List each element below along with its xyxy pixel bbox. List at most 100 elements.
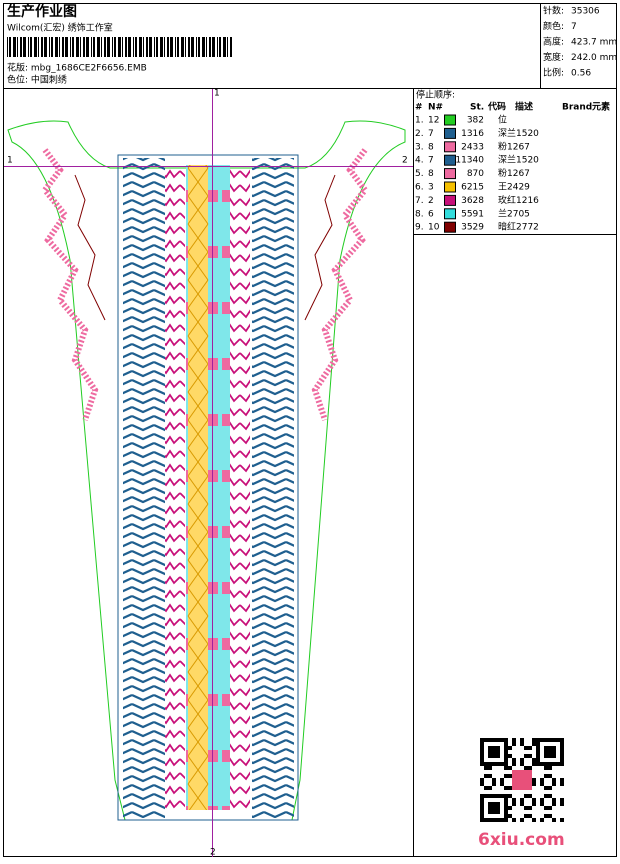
bar [41, 37, 43, 57]
qr-module [480, 750, 484, 754]
bar [83, 37, 85, 57]
qr-module [484, 766, 488, 770]
qr-module [480, 798, 484, 802]
qr-module [548, 738, 552, 742]
stat-value: 423.7 mm [571, 38, 617, 48]
qr-module [560, 750, 564, 754]
qr-module [492, 802, 496, 806]
color-swatch [444, 141, 456, 153]
qr-module [540, 762, 544, 766]
bar [112, 37, 113, 57]
qr-module [500, 762, 504, 766]
qr-module [512, 798, 516, 802]
company: Wilcom(汇宏) 绣饰工作室 [7, 22, 113, 34]
qr-module [480, 758, 484, 762]
row-number: 7. [415, 196, 424, 206]
needle: 12 [428, 116, 439, 126]
qr-module [512, 802, 516, 806]
qr-module [504, 766, 508, 770]
qr-module [560, 746, 564, 750]
bar [154, 37, 155, 57]
qr-module [492, 782, 496, 786]
description: 位 [498, 114, 507, 126]
description: 粉1267 [498, 140, 530, 152]
qr-module [496, 746, 500, 750]
row-number: 4. [415, 156, 424, 166]
stitch-darkred [74, 174, 106, 321]
bar [118, 37, 121, 57]
qr-module [484, 774, 488, 778]
qr-module [500, 794, 504, 798]
qr-module [540, 802, 544, 806]
sequence-table: # N# St. 代码 描述 Brand 元素1. 12 382 位2. 7 1316 深兰15203.… [415, 101, 610, 233]
needle: 8 [428, 142, 434, 152]
qr-module [492, 778, 496, 782]
color-swatch [444, 194, 456, 206]
qr-module [540, 818, 544, 822]
qr-module [560, 778, 564, 782]
description: 兰2705 [498, 207, 530, 219]
qr-module [488, 754, 492, 758]
qr-module [548, 754, 552, 758]
stitch-pink [311, 148, 369, 421]
bar [30, 37, 32, 57]
qr-module [512, 742, 516, 746]
bar [125, 37, 127, 57]
qr-module [512, 762, 516, 766]
bar [135, 37, 137, 57]
stitch-magenta [165, 165, 185, 810]
qr-module [504, 742, 508, 746]
bar [217, 37, 218, 57]
qr-module [560, 802, 564, 806]
stitch-blue [252, 158, 294, 818]
qr-module [508, 786, 512, 790]
bar [86, 37, 89, 57]
bar [219, 37, 221, 57]
needle: 10 [428, 223, 440, 233]
qr-module [520, 802, 524, 806]
stitches: 2433 [461, 142, 484, 152]
row-number: 5. [415, 169, 424, 179]
bar [20, 37, 22, 57]
bar [185, 37, 186, 57]
qr-module [548, 806, 552, 810]
qr-module [560, 738, 564, 742]
qr-module [560, 758, 564, 762]
stat-value: 242.0 mm [571, 53, 617, 63]
description: 深兰1520 [498, 154, 539, 166]
stitch-blue [123, 158, 165, 818]
stitches: 1316 [461, 129, 484, 139]
qr-module [532, 762, 536, 766]
qr-module [488, 818, 492, 822]
row-number: 3. [415, 142, 424, 152]
qr-module [508, 806, 512, 810]
stitches: 382 [467, 116, 484, 126]
color-swatch [444, 154, 456, 166]
qr-module [496, 818, 500, 822]
qr-module [544, 746, 548, 750]
bar [209, 37, 211, 57]
color-swatch [444, 208, 456, 220]
bar [28, 37, 29, 57]
bar [101, 37, 102, 57]
qr-module [524, 754, 528, 758]
bar [188, 37, 190, 57]
bar [62, 37, 64, 57]
qr-module [492, 762, 496, 766]
qr-module [536, 762, 540, 766]
bar [13, 37, 16, 57]
qr-module [556, 738, 560, 742]
bar [167, 37, 169, 57]
qr-module [508, 754, 512, 758]
stat-value: 7 [571, 22, 577, 32]
column-header: # [415, 103, 423, 113]
marker: 2 [402, 156, 408, 166]
bar [72, 37, 74, 57]
bar [34, 37, 37, 57]
qr-module [528, 814, 532, 818]
color-swatch [444, 181, 456, 193]
qr-module [552, 762, 556, 766]
qr-module [488, 762, 492, 766]
qr-module [560, 754, 564, 758]
bar [7, 37, 8, 57]
